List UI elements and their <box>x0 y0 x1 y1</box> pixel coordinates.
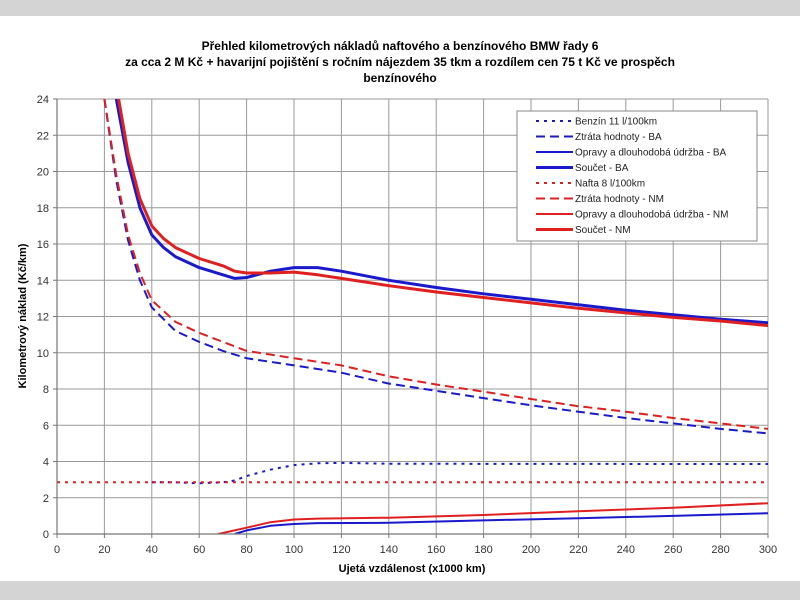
x-tick-label: 240 <box>617 544 635 556</box>
x-tick-label: 220 <box>569 544 587 556</box>
y-tick-label: 12 <box>37 312 49 324</box>
legend-label: Součet - NM <box>575 225 631 236</box>
y-tick-label: 4 <box>43 457 49 469</box>
series-line-1 <box>103 99 768 435</box>
x-axis-label: Ujetá vzdálenost (x1000 km) <box>339 563 486 575</box>
y-tick-label: 0 <box>43 529 49 541</box>
legend-label: Opravy a dlouhodobá údržba - NM <box>575 210 728 221</box>
chart-title-line-2: za cca 2 M Kč + havarijní pojištění s ro… <box>125 55 675 69</box>
y-tick-label: 10 <box>37 348 49 360</box>
chart-frame <box>0 16 800 581</box>
x-tick-label: 80 <box>240 544 252 556</box>
y-axis-label: Kilometrový náklad (Kč/km) <box>17 243 29 388</box>
x-tick-label: 260 <box>664 544 682 556</box>
y-tick-label: 22 <box>37 130 49 142</box>
series-line-0 <box>151 461 768 485</box>
x-tick-label: 40 <box>146 544 158 556</box>
x-tick-label: 200 <box>522 544 540 556</box>
x-tick-label: 280 <box>711 544 729 556</box>
x-tick-label: 120 <box>332 544 350 556</box>
legend-label: Opravy a dlouhodobá údržba - BA <box>575 148 727 159</box>
x-tick-label: 20 <box>98 544 110 556</box>
legend-label: Nafta 8 l/100km <box>575 179 645 190</box>
x-tick-label: 160 <box>427 544 445 556</box>
x-tick-label: 140 <box>380 544 398 556</box>
legend-label: Ztráta hodnoty - NM <box>575 194 664 205</box>
y-tick-label: 24 <box>37 94 49 106</box>
y-tick-label: 16 <box>37 239 49 251</box>
legend: Benzín 11 l/100km Ztráta hodnoty - BA Opra… <box>516 110 758 242</box>
chart-title: Přehled kilometrových nákladů naftového … <box>0 38 800 86</box>
y-tick-label: 20 <box>37 167 49 179</box>
series-line-5 <box>103 99 768 430</box>
chart-title-line-1: Přehled kilometrových nákladů naftového … <box>201 39 599 53</box>
series-line-2 <box>234 512 768 534</box>
x-tick-label: 100 <box>285 544 303 556</box>
x-tick-label: 0 <box>54 544 60 556</box>
x-tick-label: 180 <box>474 544 492 556</box>
legend-label: Součet - BA <box>575 163 629 174</box>
legend-box <box>516 110 758 242</box>
y-tick-label: 8 <box>43 384 49 396</box>
series-line-3 <box>114 99 768 325</box>
chart-title-line-3: benzínového <box>363 71 437 85</box>
y-tick-label: 14 <box>37 275 49 287</box>
axes: 0 20 40 60 80 100 120 140 160 180 200 220 240 260 280 3… <box>37 94 777 556</box>
y-tick-label: 2 <box>43 493 49 505</box>
series-line-7 <box>117 99 768 328</box>
x-tick-label: 60 <box>193 544 205 556</box>
y-tick-label: 6 <box>43 420 49 432</box>
series-lines <box>57 99 768 534</box>
series-line-6 <box>217 502 768 534</box>
y-tick-label: 18 <box>37 203 49 215</box>
legend-label: Ztráta hodnoty - BA <box>575 132 662 143</box>
legend-label: Benzín 11 l/100km <box>575 117 657 128</box>
x-tick-label: 300 <box>759 544 777 556</box>
